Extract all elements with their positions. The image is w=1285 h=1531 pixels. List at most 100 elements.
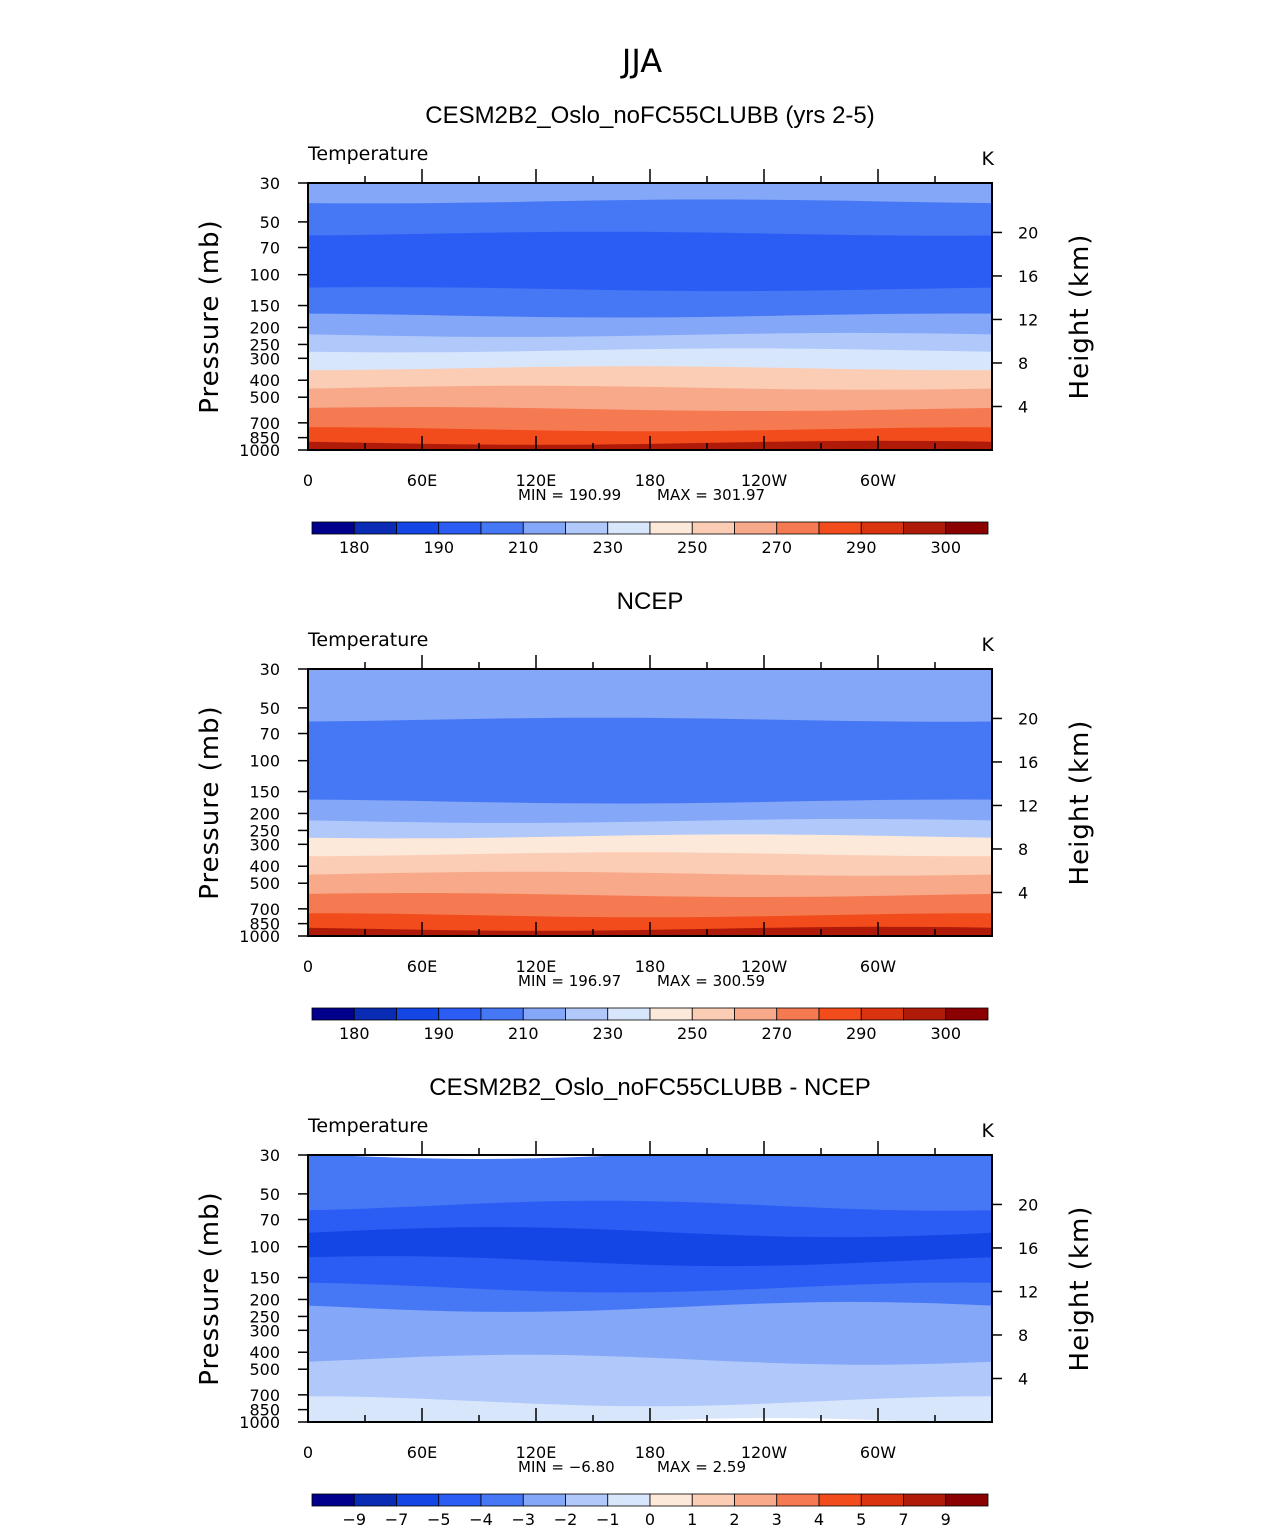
chart-panel-1: CESM2B2_Oslo_noFC55CLUBB (yrs 2-5) Temper… <box>195 102 1095 557</box>
colorbar-label: 250 <box>677 1024 708 1043</box>
contour-band <box>308 1376 992 1409</box>
max-label: MAX = 300.59 <box>657 972 765 990</box>
x-tick-label: 60W <box>860 471 896 490</box>
colorbar-label: 300 <box>930 538 961 557</box>
y-right-tick-label: 16 <box>1018 267 1038 286</box>
x-tick-label: 180 <box>635 1443 666 1462</box>
y-tick-label: 50 <box>260 213 280 232</box>
y-right-tick-label: 8 <box>1018 840 1028 859</box>
colorbar-swatch <box>818 1007 862 1021</box>
y-tick-label: 200 <box>249 1290 280 1309</box>
colorbar-swatch <box>522 1007 566 1021</box>
contour-band <box>308 231 992 265</box>
contour-band <box>308 1335 992 1367</box>
panel-units-label: K <box>982 1120 995 1142</box>
x-tick-label: 120W <box>741 1443 788 1462</box>
colorbar-label: 190 <box>423 1024 454 1043</box>
y-tick-label: 30 <box>260 174 280 193</box>
y-tick-label: 200 <box>249 804 280 823</box>
x-tick-label: 120E <box>516 1443 557 1462</box>
y-tick-label: 100 <box>249 1238 280 1257</box>
contour-band <box>308 366 992 392</box>
y-right-tick-label: 12 <box>1018 796 1038 815</box>
y-right-tick-label: 12 <box>1018 1282 1038 1301</box>
colorbar-swatch <box>607 1007 651 1021</box>
colorbar-label: −1 <box>596 1510 620 1529</box>
y-right-tick-label: 8 <box>1018 1326 1028 1345</box>
contour-band <box>308 1301 992 1330</box>
contour-band <box>308 183 992 206</box>
colorbar-label: −3 <box>511 1510 535 1529</box>
contour-band <box>308 744 992 780</box>
panel-units-label: K <box>982 148 995 170</box>
colorbar-swatch <box>860 1493 904 1507</box>
y-tick-label: 850 <box>249 1401 280 1420</box>
y-right-tick-label: 16 <box>1018 1239 1038 1258</box>
colorbar-label: 250 <box>677 538 708 557</box>
y-tick-label: 70 <box>260 725 280 744</box>
colorbar-label: 230 <box>592 538 623 557</box>
contour-field <box>308 1155 992 1422</box>
y-tick-label: 250 <box>249 821 280 840</box>
y-right-tick-label: 4 <box>1018 397 1028 416</box>
colorbar-swatch <box>818 1493 862 1507</box>
contour-band <box>308 407 992 434</box>
contour-band <box>308 258 992 294</box>
colorbar-swatch <box>860 521 904 535</box>
y-axis-right-label: Height (km) <box>1065 1206 1095 1372</box>
colorbar-swatch <box>734 521 778 535</box>
contour-band <box>308 1256 992 1295</box>
y-axis-label: Pressure (mb) <box>195 1191 225 1385</box>
x-tick-label: 60E <box>407 1443 437 1462</box>
contour-band <box>308 1155 992 1181</box>
colorbar-swatch <box>818 521 862 535</box>
panel-title: CESM2B2_Oslo_noFC55CLUBB - NCEP <box>429 1074 871 1101</box>
colorbar-swatch <box>438 1007 482 1021</box>
panel-left-label: Temperature <box>307 143 428 165</box>
y-tick-label: 1000 <box>239 441 280 460</box>
y-tick-label: 150 <box>249 1269 280 1288</box>
colorbar-swatch <box>776 1007 820 1021</box>
min-label: MIN = 196.97 <box>518 972 621 990</box>
colorbar-swatch <box>522 521 566 535</box>
colorbar-swatch <box>438 1493 482 1507</box>
contour-band <box>308 199 992 238</box>
x-tick-label: 120E <box>516 957 557 976</box>
colorbar-swatch <box>903 1493 947 1507</box>
contour-band <box>308 773 992 806</box>
colorbar-swatch <box>396 521 440 535</box>
y-right-tick-label: 20 <box>1018 223 1038 242</box>
colorbar-swatch <box>945 1493 989 1507</box>
contour-band <box>308 871 992 899</box>
colorbar-label: 9 <box>941 1510 951 1529</box>
contour-band <box>308 834 992 859</box>
colorbar-label: 180 <box>339 1024 370 1043</box>
colorbar-label: 300 <box>930 1024 961 1043</box>
contour-band <box>308 313 992 339</box>
y-tick-label: 500 <box>249 1360 280 1379</box>
colorbar-label: 5 <box>856 1510 866 1529</box>
contour-band <box>308 1354 992 1388</box>
colorbar-swatch <box>903 521 947 535</box>
y-tick-label: 700 <box>249 414 280 433</box>
colorbar-swatch <box>945 521 989 535</box>
colorbar-label: 270 <box>761 1024 792 1043</box>
y-tick-label: 400 <box>249 857 280 876</box>
colorbar-label: −2 <box>554 1510 578 1529</box>
colorbar-swatch <box>776 1493 820 1507</box>
colorbar-swatch <box>311 1007 355 1021</box>
colorbar-swatch <box>607 521 651 535</box>
panel-title: NCEP <box>617 588 684 615</box>
colorbar-swatch <box>945 1007 989 1021</box>
y-right-tick-label: 12 <box>1018 310 1038 329</box>
min-label: MIN = 190.99 <box>518 486 621 504</box>
colorbar-swatch <box>438 521 482 535</box>
x-tick-label: 60W <box>860 957 896 976</box>
colorbar-label: 210 <box>508 538 539 557</box>
colorbar-label: 3 <box>772 1510 782 1529</box>
contour-band <box>308 685 992 724</box>
y-tick-label: 70 <box>260 1211 280 1230</box>
x-tick-label: 120E <box>516 471 557 490</box>
colorbar-label: 7 <box>898 1510 908 1529</box>
y-tick-label: 250 <box>249 1307 280 1326</box>
